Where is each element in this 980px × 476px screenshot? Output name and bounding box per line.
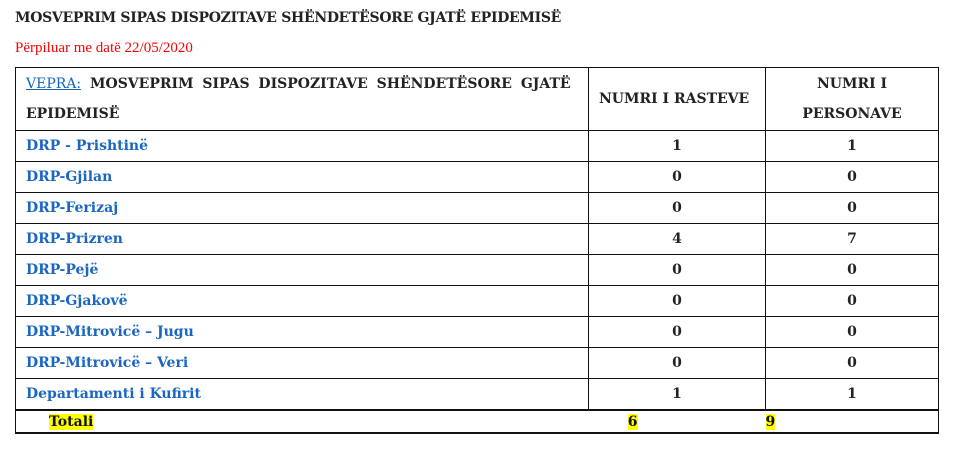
row-name: Departamenti i Kufirit (15, 378, 589, 411)
table-row: DRP-Gjakovë 0 0 (15, 285, 939, 317)
vepra-label: VEPRA: (26, 76, 82, 92)
row-cases: 0 (588, 347, 766, 379)
table-row: DRP-Pejë 0 0 (15, 254, 939, 286)
cases-table: VEPRA: MOSVEPRIM SIPAS DISPOZITAVE SHËND… (15, 67, 939, 434)
total-cases: 6 (627, 413, 638, 430)
compiled-date: Përpiluar me datë 22/05/2020 (15, 40, 193, 56)
row-name: DRP-Prizren (15, 223, 589, 255)
row-cases: 0 (588, 192, 766, 224)
row-cases: 0 (588, 285, 766, 317)
row-name: DRP-Gjilan (15, 161, 589, 193)
row-persons: 0 (765, 192, 939, 224)
row-persons: 0 (765, 161, 939, 193)
header-offense: VEPRA: MOSVEPRIM SIPAS DISPOZITAVE SHËND… (15, 67, 589, 131)
row-name: DRP - Prishtinë (15, 130, 589, 162)
row-cases: 0 (588, 254, 766, 286)
row-cases: 1 (588, 130, 766, 162)
row-persons: 1 (765, 130, 939, 162)
total-persons: 9 (765, 413, 776, 430)
table-row: DRP-Mitrovicë – Veri 0 0 (15, 347, 939, 379)
row-cases: 0 (588, 161, 766, 193)
total-row: Totali 6 9 (15, 409, 939, 434)
row-name: DRP-Mitrovicë – Jugu (15, 316, 589, 348)
row-persons: 0 (765, 254, 939, 286)
total-label: Totali (49, 413, 94, 430)
table-header: VEPRA: MOSVEPRIM SIPAS DISPOZITAVE SHËND… (15, 67, 939, 131)
row-cases: 1 (588, 378, 766, 411)
row-name: DRP-Pejë (15, 254, 589, 286)
document-title: MOSVEPRIM SIPAS DISPOZITAVE SHËNDETËSORE… (15, 10, 562, 26)
table-row: DRP - Prishtinë 1 1 (15, 130, 939, 162)
row-name: DRP-Ferizaj (15, 192, 589, 224)
row-name: DRP-Gjakovë (15, 285, 589, 317)
row-name: DRP-Mitrovicë – Veri (15, 347, 589, 379)
row-persons: 1 (765, 378, 939, 411)
table-row: DRP-Gjilan 0 0 (15, 161, 939, 193)
header-persons: NUMRI I PERSONAVE (765, 67, 939, 131)
header-cases: NUMRI I RASTEVE (588, 67, 766, 131)
row-persons: 0 (765, 316, 939, 348)
table-row: DRP-Mitrovicë – Jugu 0 0 (15, 316, 939, 348)
row-cases: 0 (588, 316, 766, 348)
table-row: Departamenti i Kufirit 1 1 (15, 378, 939, 411)
table-row: DRP-Ferizaj 0 0 (15, 192, 939, 224)
row-cases: 4 (588, 223, 766, 255)
table-row: DRP-Prizren 4 7 (15, 223, 939, 255)
row-persons: 7 (765, 223, 939, 255)
row-persons: 0 (765, 347, 939, 379)
row-persons: 0 (765, 285, 939, 317)
